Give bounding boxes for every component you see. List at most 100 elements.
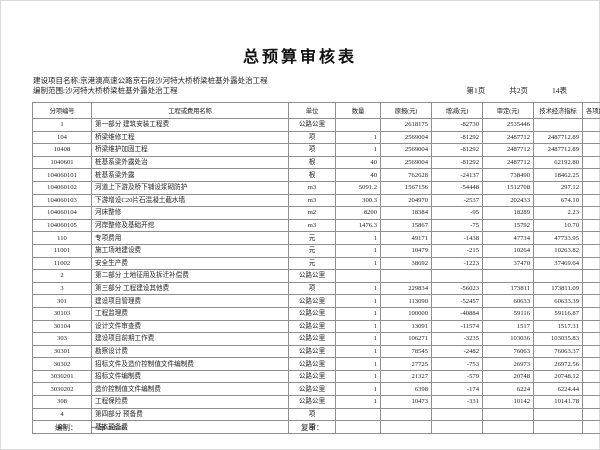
page-number: 第1页 <box>466 86 486 95</box>
cell-original: 15867 <box>380 218 432 233</box>
col-header-change: 增减(元) <box>431 102 483 119</box>
cell-quantity: 1 <box>335 243 381 258</box>
cell-indicator: 103035.83 <box>533 332 583 346</box>
cell-indicator: 26972.56 <box>533 357 583 371</box>
page-title: 总预算审核表 <box>242 49 357 66</box>
cell-audited: 15792 <box>482 218 534 233</box>
cell-code: 1040601 <box>32 155 92 170</box>
cell-ratio <box>582 269 600 283</box>
cell-quantity: 1 <box>335 306 381 321</box>
header-row: 分项编号工程或费用名称单位数量原报(元)增减(元)审定(元)技术经济指标各项费用… <box>32 102 600 119</box>
table-row: 3 第三部分 工程建设其他费项 1 229834 -56023 173811 173811.… <box>32 281 600 296</box>
cell-audited <box>482 269 534 283</box>
cell-audited: 26973 <box>482 357 534 371</box>
cell-code: 104060104 <box>32 206 92 220</box>
cell-quantity: 1 <box>335 281 381 296</box>
cell-original: 21327 <box>380 369 432 384</box>
cell-code: 10408 <box>32 143 92 157</box>
table-header: 分项编号工程或费用名称单位数量原报(元)增减(元)审定(元)技术经济指标各项费用… <box>32 102 600 119</box>
cell-unit: 项 <box>288 281 336 296</box>
prepared-by-label: 编制： <box>55 423 78 432</box>
table-row: 10408 桥梁维护加固工程项 1 2569004 -81292 2487712 24877… <box>32 143 600 157</box>
col-header-name: 工程或费用名称 <box>91 102 289 119</box>
cell-indicator: 1517.31 <box>533 319 583 334</box>
cell-original <box>380 407 432 422</box>
cell-original: 204970 <box>380 193 432 208</box>
cell-name: 桩基系梁外露处治 <box>91 155 289 170</box>
cell-ratio <box>582 193 600 208</box>
cell-indicator: 173811.09 <box>533 281 583 296</box>
cell-code: 104060103 <box>32 193 92 208</box>
cell-change: -331 <box>431 395 483 409</box>
cell-code: 3030202 <box>32 382 92 397</box>
cell-indicator: 6224.44 <box>533 382 583 397</box>
cell-original <box>380 420 432 434</box>
cell-original: 762628 <box>380 168 432 182</box>
cell-code: 30103 <box>32 306 92 321</box>
cell-name: 工程保险费 <box>91 395 289 409</box>
cell-ratio: 2.24 <box>582 294 600 308</box>
cell-audited: 60633 <box>482 294 534 308</box>
cell-indicator: 2487712.89 <box>533 130 583 145</box>
cell-change: -81292 <box>431 130 483 145</box>
cell-unit: 公路公里 <box>288 319 336 334</box>
cell-code: 11002 <box>32 256 92 271</box>
cell-name: 桩基系梁外露 <box>91 168 289 182</box>
cell-change <box>431 407 483 422</box>
table-number: 14表 <box>552 86 567 95</box>
cell-code: 110 <box>32 231 92 245</box>
col-header-code: 分项编号 <box>32 102 92 119</box>
cell-quantity <box>335 118 381 132</box>
cell-audited: 6224 <box>482 382 534 397</box>
cell-indicator: 10141.78 <box>533 395 583 409</box>
cell-code: 2 <box>32 269 92 283</box>
table-row: 3030201 招标文件编制费 公路公里 1 21327 -579 20748 20748.1… <box>32 369 600 384</box>
cell-indicator <box>533 407 583 422</box>
cell-quantity: 1 <box>335 357 381 371</box>
cell-code: 308 <box>32 395 92 409</box>
cell-code: 104060105 <box>32 218 92 233</box>
cell-unit: 项 <box>288 420 336 434</box>
cell-original: 100000 <box>380 306 432 321</box>
cell-ratio <box>582 243 600 258</box>
cell-ratio: 6.42 <box>582 281 600 296</box>
document-meta: 建设项目名称:京港澳高速公路京石段沙河特大桥桥梁桩基外露处治工程 编制范围:沙河… <box>33 76 567 96</box>
cell-name: 河岸整修及基础开挖 <box>91 218 289 233</box>
cell-change: -1223 <box>431 256 483 271</box>
cell-quantity: 1 <box>335 332 381 346</box>
cell-ratio <box>582 420 600 434</box>
table-row: 30301 勘察设计费 公路公里 1 78545 -2482 76063 76063.37 <box>32 344 600 359</box>
col-header-indicator: 技术经济指标 <box>533 102 583 119</box>
cell-indicator <box>533 118 583 132</box>
cell-code: 104 <box>32 130 92 145</box>
cell-ratio <box>582 180 600 195</box>
budget-audit-table: 分项编号工程或费用名称单位数量原报(元)增减(元)审定(元)技术经济指标各项费用… <box>32 102 600 434</box>
cell-original: 13091 <box>380 319 432 334</box>
cell-audited: 1512708 <box>482 180 534 195</box>
cell-change: -753 <box>431 357 483 371</box>
cell-indicator: 10263.82 <box>533 243 583 258</box>
cell-ratio <box>582 319 600 334</box>
cell-ratio <box>582 256 600 271</box>
cell-original: 49171 <box>380 231 432 245</box>
cell-unit: 根 <box>288 155 336 170</box>
page-info: 第1页 共2页 14表 <box>467 85 568 96</box>
cell-quantity: 5091.2 <box>335 180 381 195</box>
cell-quantity: 8200 <box>335 206 381 220</box>
cell-ratio <box>582 306 600 321</box>
cell-audited: 59116 <box>482 306 534 321</box>
cell-name: 设计文件审查费 <box>91 319 289 334</box>
table-row: 4 第四部分 预备费项 <box>32 407 600 422</box>
cell-name: 河道上下游及桥下铺设浆砌防护 <box>91 180 289 195</box>
cell-name: 第四部分 预备费 <box>91 407 289 422</box>
col-header-audited: 审定(元) <box>482 102 534 119</box>
cell-unit: 根 <box>288 168 336 182</box>
col-header-ratio: 各项费用比例(%) <box>582 102 600 119</box>
col-header-quantity: 数量 <box>335 102 381 119</box>
cell-indicator: 297.12 <box>533 180 583 195</box>
cell-original: 27725 <box>380 357 432 371</box>
cell-unit: 项 <box>288 130 336 145</box>
cell-audited: 10264 <box>482 243 534 258</box>
cell-ratio <box>582 344 600 359</box>
